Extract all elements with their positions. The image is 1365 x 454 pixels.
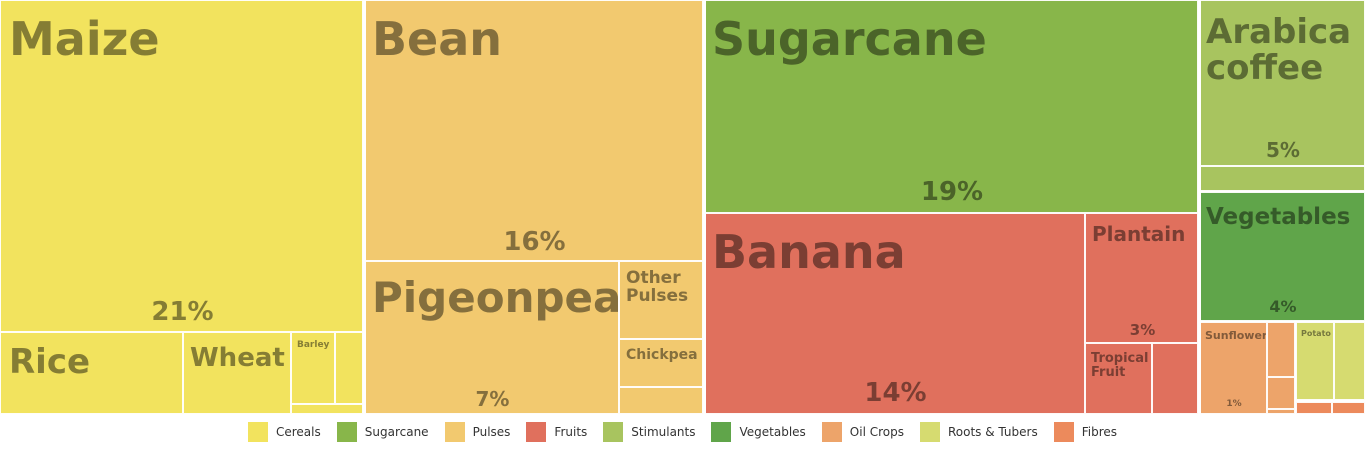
tile-vegetables[interactable]: Vegetables 4% xyxy=(1199,192,1365,321)
group-separator xyxy=(1198,0,1201,414)
legend-item[interactable]: Vegetables xyxy=(711,422,806,442)
legend-label: Fibres xyxy=(1081,425,1118,439)
tile-tropical-fruit[interactable]: Tropical Fruit xyxy=(1085,343,1152,414)
tile-label: Other Pulses xyxy=(626,268,689,306)
tile-percent-label: 5% xyxy=(1266,138,1300,162)
legend-item[interactable]: Cereals xyxy=(247,422,321,442)
tile-roots-small[interactable] xyxy=(1334,322,1365,400)
tile-label: Potato xyxy=(1301,329,1331,338)
legend-swatch xyxy=(603,422,624,442)
tile-percent-label: 4% xyxy=(1269,297,1297,316)
tile-pulse-small[interactable] xyxy=(619,387,703,414)
chart-legend: Cereals Sugarcane Pulses Fruits Stimulants Ve… xyxy=(0,420,1365,444)
tile-chickpea[interactable]: Chickpea xyxy=(619,339,703,387)
legend-label: Stimulants xyxy=(631,425,696,439)
legend-item[interactable]: Fibres xyxy=(1053,422,1118,442)
group-separator xyxy=(363,0,366,414)
tile-wheat[interactable]: Wheat xyxy=(183,332,291,414)
legend-label: Sugarcane xyxy=(364,425,429,439)
legend-swatch xyxy=(919,422,940,442)
tile-banana[interactable]: Banana 14% xyxy=(704,213,1085,414)
tile-label: Banana xyxy=(712,225,906,279)
legend-swatch xyxy=(1053,422,1074,442)
tile-fibres-1[interactable] xyxy=(1296,402,1332,414)
tile-label: Chickpea xyxy=(626,347,698,363)
tile-label: Tropical Fruit xyxy=(1091,351,1149,380)
tile-percent-label: 16% xyxy=(503,227,566,257)
tile-other-pulses[interactable]: Other Pulses xyxy=(619,261,703,339)
tile-label: Bean xyxy=(372,12,503,66)
tile-stimulant-small[interactable] xyxy=(1199,166,1365,191)
tile-label: Wheat xyxy=(190,343,285,373)
tile-maize[interactable]: Maize 21% xyxy=(0,0,363,332)
tile-percent-label: 19% xyxy=(920,177,984,207)
legend-label: Oil Crops xyxy=(849,425,904,439)
legend-swatch xyxy=(336,422,357,442)
tile-oil-small-3[interactable] xyxy=(1267,409,1295,414)
legend-item[interactable]: Oil Crops xyxy=(821,422,904,442)
tile-oil-small-1[interactable] xyxy=(1267,322,1295,377)
legend-item[interactable]: Roots & Tubers xyxy=(919,422,1038,442)
tile-pigeonpea[interactable]: Pigeonpea 7% xyxy=(364,261,619,414)
tile-label: Sunflower xyxy=(1205,329,1267,342)
tile-barley[interactable]: Barley xyxy=(291,332,335,404)
group-separator xyxy=(703,0,706,414)
tile-fibres-2[interactable] xyxy=(1332,402,1365,414)
tile-percent-label: 7% xyxy=(475,387,510,411)
tile-label: Arabica coffee xyxy=(1206,12,1352,88)
tile-sugarcane[interactable]: Sugarcane 19% xyxy=(704,0,1198,213)
tile-cereal-small-1[interactable] xyxy=(335,332,363,404)
tile-label: Barley xyxy=(297,340,330,350)
tile-percent-label: 14% xyxy=(864,378,927,408)
legend-item[interactable]: Fruits xyxy=(526,422,587,442)
treemap-chart: Maize 21% Rice Wheat Barley Bean 16% Pigeonpea 7… xyxy=(0,0,1365,414)
tile-label: Plantain xyxy=(1092,222,1186,246)
legend-swatch xyxy=(247,422,268,442)
legend-label: Cereals xyxy=(275,425,321,439)
legend-item[interactable]: Stimulants xyxy=(603,422,695,442)
tile-percent-label: 1% xyxy=(1226,399,1242,409)
tile-label: Vegetables xyxy=(1206,204,1351,230)
legend-swatch xyxy=(444,422,465,442)
tile-sunflower[interactable]: Sunflower 1% xyxy=(1199,322,1267,414)
tile-percent-label: 3% xyxy=(1129,321,1156,339)
legend-label: Fruits xyxy=(554,425,588,439)
legend-item[interactable]: Sugarcane xyxy=(336,422,429,442)
tile-bean[interactable]: Bean 16% xyxy=(364,0,703,261)
legend-label: Vegetables xyxy=(739,425,806,439)
tile-arabica-coffee[interactable]: Arabica coffee 5% xyxy=(1199,0,1365,166)
tile-label: Sugarcane xyxy=(712,12,987,66)
legend-swatch xyxy=(711,422,732,442)
tile-plantain[interactable]: Plantain 3% xyxy=(1085,213,1198,343)
tile-label: Pigeonpea xyxy=(372,273,619,322)
legend-label: Roots & Tubers xyxy=(947,425,1038,439)
legend-swatch xyxy=(821,422,842,442)
tile-oil-small-2[interactable] xyxy=(1267,377,1295,409)
legend-label: Pulses xyxy=(472,425,511,439)
tile-label: Maize xyxy=(9,12,160,66)
tile-percent-label: 21% xyxy=(151,297,214,327)
tile-potato[interactable]: Potato xyxy=(1296,322,1334,400)
tile-label: Rice xyxy=(9,342,91,382)
tile-fruit-small[interactable] xyxy=(1152,343,1198,414)
tile-cereal-small-2[interactable] xyxy=(291,404,363,414)
legend-item[interactable]: Pulses xyxy=(444,422,511,442)
legend-swatch xyxy=(526,422,547,442)
tile-rice[interactable]: Rice xyxy=(0,332,183,414)
